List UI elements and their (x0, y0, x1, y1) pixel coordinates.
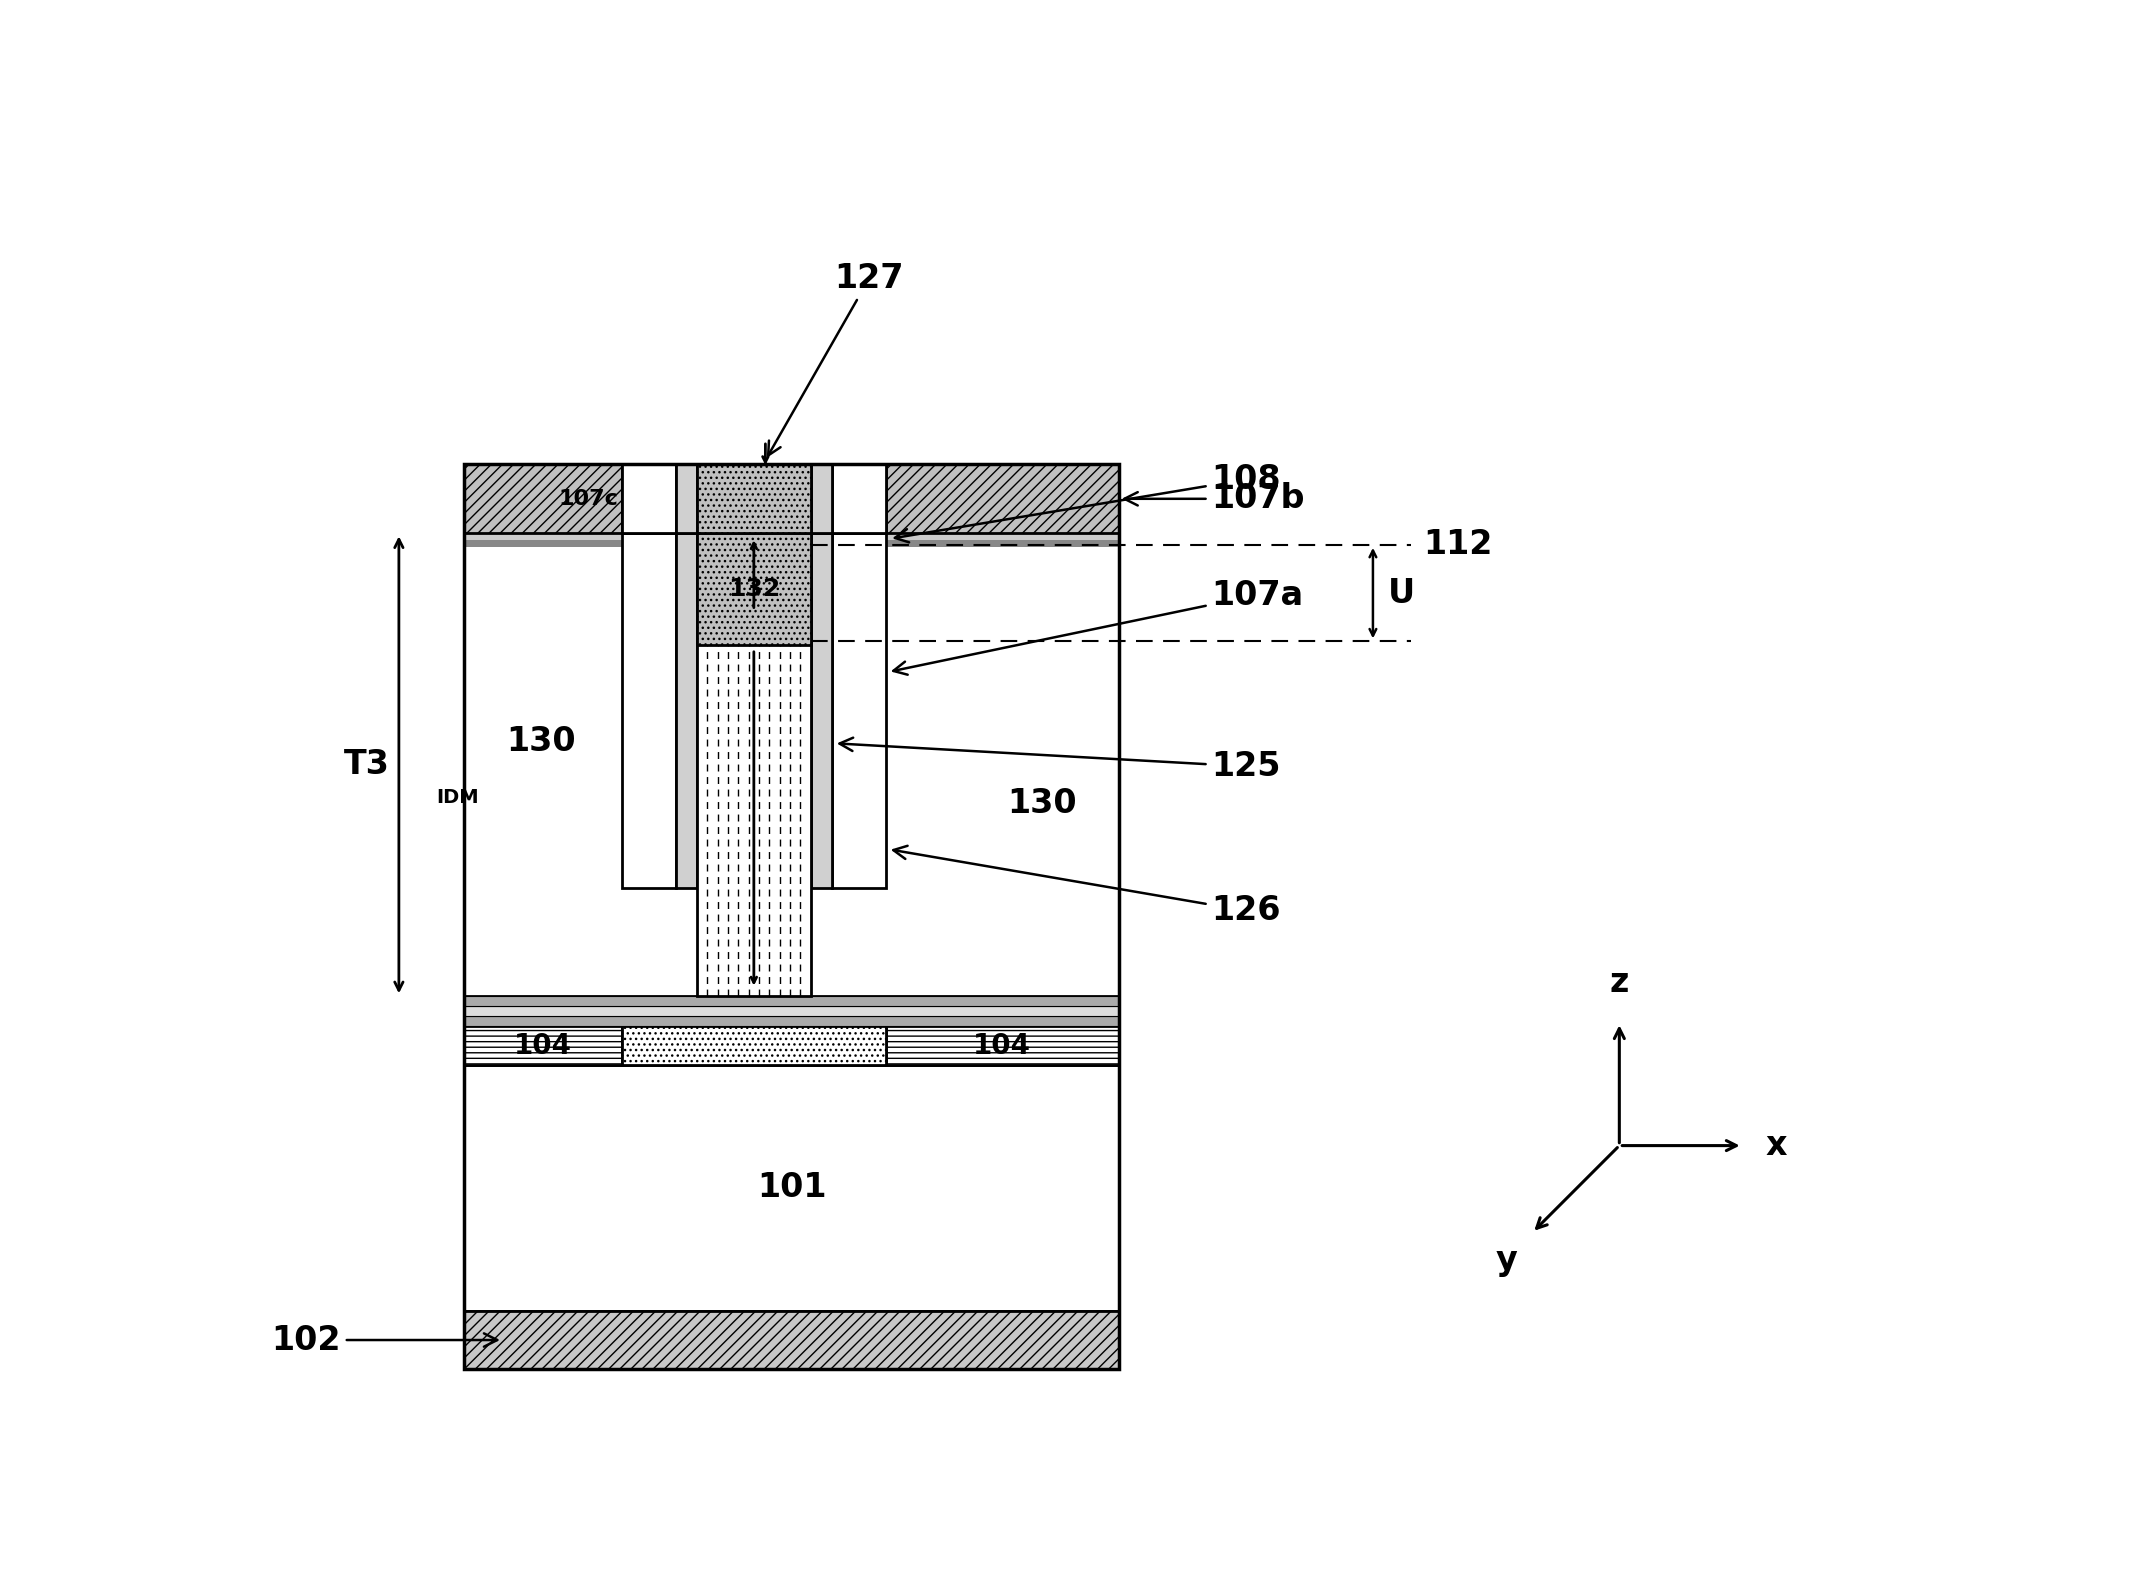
Bar (810, 464, 831, 534)
Bar (676, 464, 697, 534)
Bar (465, 464, 1119, 534)
Bar (623, 464, 885, 534)
Bar (465, 1026, 623, 1065)
Bar (831, 464, 885, 534)
Text: 104: 104 (972, 1032, 1032, 1059)
Text: 107c: 107c (559, 488, 618, 509)
Bar (623, 534, 676, 887)
Text: 126: 126 (893, 846, 1281, 927)
Text: U: U (1388, 577, 1416, 609)
Bar (465, 534, 1119, 997)
Bar (465, 1312, 1119, 1369)
Text: 101: 101 (757, 1172, 827, 1205)
Bar (465, 997, 1119, 1006)
Text: 107a: 107a (893, 579, 1303, 674)
Text: 130: 130 (507, 725, 576, 758)
Text: 107b: 107b (1124, 482, 1305, 515)
Bar (810, 534, 831, 887)
Text: 130: 130 (1006, 787, 1077, 820)
Bar (465, 1016, 1119, 1026)
Text: x: x (1765, 1129, 1787, 1162)
Text: 127: 127 (768, 262, 904, 455)
Text: 104: 104 (514, 1032, 571, 1059)
Text: 112: 112 (1422, 528, 1492, 561)
Bar (465, 1065, 1119, 1312)
Bar (465, 534, 1119, 541)
Text: IDM: IDM (435, 789, 478, 808)
Text: 108: 108 (895, 463, 1281, 542)
Bar (697, 534, 810, 646)
Bar (676, 534, 697, 887)
Bar (697, 534, 810, 997)
Bar (831, 534, 885, 887)
Text: z: z (1610, 967, 1629, 999)
Bar (623, 464, 676, 534)
Bar (465, 464, 1119, 1369)
Bar (885, 1026, 1119, 1065)
Text: 125: 125 (840, 738, 1281, 782)
Bar (623, 1026, 885, 1065)
Bar (465, 541, 1119, 547)
Text: T3: T3 (343, 749, 390, 781)
Text: y: y (1495, 1245, 1516, 1277)
Text: 102: 102 (271, 1323, 497, 1356)
Bar (465, 1006, 1119, 1016)
Bar (697, 464, 810, 534)
Text: 132: 132 (727, 577, 780, 601)
